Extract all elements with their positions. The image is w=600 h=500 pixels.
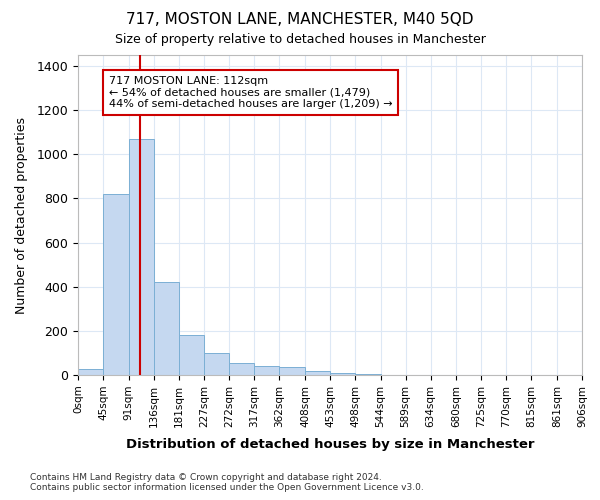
Bar [128,139,154,375]
Bar [280,368,305,375]
Bar [254,366,280,375]
Bar [179,336,204,375]
Text: 717, MOSTON LANE, MANCHESTER, M40 5QD: 717, MOSTON LANE, MANCHESTER, M40 5QD [126,12,474,28]
Bar [229,363,254,375]
Bar [154,282,179,375]
Y-axis label: Number of detached properties: Number of detached properties [15,116,28,314]
X-axis label: Distribution of detached houses by size in Manchester: Distribution of detached houses by size … [126,438,534,451]
Bar [204,353,229,375]
Bar [355,374,380,375]
Bar [305,370,330,375]
Bar [103,194,128,375]
Text: 717 MOSTON LANE: 112sqm
← 54% of detached houses are smaller (1,479)
44% of semi: 717 MOSTON LANE: 112sqm ← 54% of detache… [109,76,392,109]
Text: Contains HM Land Registry data © Crown copyright and database right 2024.
Contai: Contains HM Land Registry data © Crown c… [30,473,424,492]
Bar [78,370,103,375]
Text: Size of property relative to detached houses in Manchester: Size of property relative to detached ho… [115,32,485,46]
Bar [330,373,355,375]
